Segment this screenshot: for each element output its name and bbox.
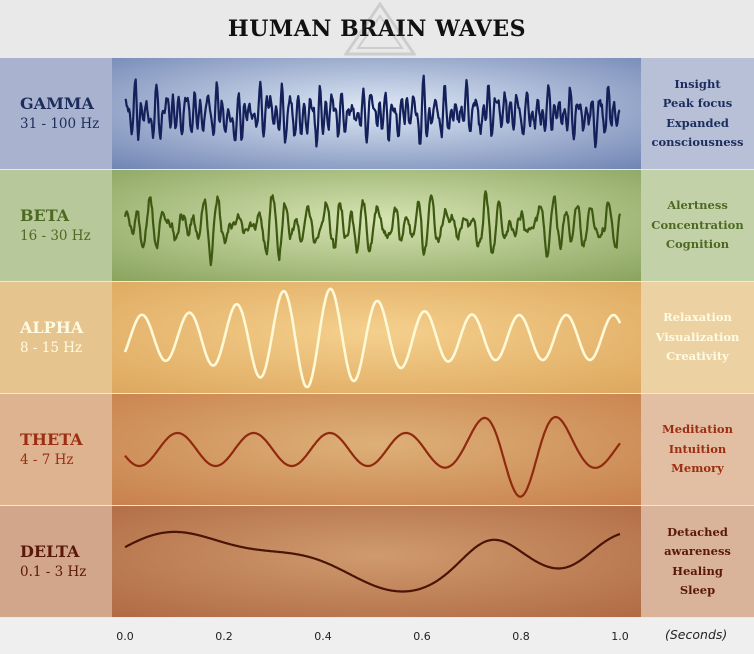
waveform-line xyxy=(124,74,621,149)
wave-svg xyxy=(112,58,641,169)
wave-name: ALPHA xyxy=(20,317,84,337)
wave-plot-alpha xyxy=(112,282,641,393)
wave-label-panel: THETA 4 - 7 Hz xyxy=(0,394,112,505)
wave-row-alpha: ALPHA 8 - 15 Hz Relaxation Visualization… xyxy=(0,282,754,393)
wave-plot-gamma xyxy=(112,58,641,169)
axis-tick-label: 0.4 xyxy=(314,630,332,643)
wave-frequency: 31 - 100 Hz xyxy=(20,115,100,132)
wave-row-gamma: GAMMA 31 - 100 Hz Insight Peak focus Exp… xyxy=(0,58,754,169)
wave-name: THETA xyxy=(20,429,83,449)
axis-tick-label: 0.6 xyxy=(413,630,431,643)
description-line: awareness xyxy=(664,544,731,558)
wave-frequency: 8 - 15 Hz xyxy=(20,339,83,356)
wave-label-panel: ALPHA 8 - 15 Hz xyxy=(0,282,112,393)
axis-unit-label: (Seconds) xyxy=(665,627,728,642)
waveform-line xyxy=(123,190,622,267)
wave-frequency: 16 - 30 Hz xyxy=(20,227,91,244)
wave-band-background xyxy=(112,506,641,617)
description-line: consciousness xyxy=(651,135,744,149)
description-line: Insight xyxy=(674,76,721,91)
description-line: Healing xyxy=(672,563,723,578)
wave-row-delta: DELTA 0.1 - 3 Hz Detached awareness Heal… xyxy=(0,506,754,617)
pyramid-watermark-icon xyxy=(344,2,416,56)
wave-name: DELTA xyxy=(20,541,80,561)
description-line: Intuition xyxy=(668,441,727,456)
description-line: Sleep xyxy=(679,583,716,597)
time-axis: 0.0 0.2 0.4 0.6 0.8 1.0 (Seconds) xyxy=(0,618,754,654)
wave-label-panel: DELTA 0.1 - 3 Hz xyxy=(0,506,112,617)
wave-plot-theta xyxy=(112,394,641,505)
wave-label-panel: BETA 16 - 30 Hz xyxy=(0,170,112,281)
wave-row-theta: THETA 4 - 7 Hz Meditation Intuition Memo… xyxy=(0,394,754,505)
wave-band-background xyxy=(112,394,641,505)
wave-plot-beta xyxy=(112,170,641,281)
wave-band-background xyxy=(112,282,641,393)
wave-description-panel: Alertness Concentration Cognition xyxy=(641,170,754,281)
axis-tick-label: 0.0 xyxy=(116,630,134,643)
wave-description-panel: Detached awareness Healing Sleep xyxy=(641,506,754,617)
description-line: Visualization xyxy=(655,329,740,344)
wave-frequency: 0.1 - 3 Hz xyxy=(20,563,87,580)
page-title: HUMAN BRAIN WAVES xyxy=(227,16,527,42)
wave-row-beta: BETA 16 - 30 Hz Alertness Concentration … xyxy=(0,170,754,281)
wave-svg xyxy=(112,282,641,393)
description-line: Memory xyxy=(671,461,724,476)
wave-svg xyxy=(112,394,641,505)
axis-tick-label: 0.8 xyxy=(512,630,530,643)
description-line: Creativity xyxy=(666,349,729,364)
description-line: Expanded xyxy=(666,115,729,130)
description-line: Cognition xyxy=(665,237,730,252)
axis-tick-label: 0.2 xyxy=(215,630,233,643)
wave-description-panel: Insight Peak focus Expanded consciousnes… xyxy=(641,58,754,169)
waveform-line xyxy=(124,415,621,498)
wave-label-panel: GAMMA 31 - 100 Hz xyxy=(0,58,112,169)
wave-svg xyxy=(112,506,641,617)
description-line: Concentration xyxy=(651,217,744,232)
wave-name: GAMMA xyxy=(20,93,94,113)
wave-plot-delta xyxy=(112,506,641,617)
description-line: Alertness xyxy=(667,198,728,213)
description-line: Meditation xyxy=(662,422,733,437)
wave-svg xyxy=(112,170,641,281)
description-line: Relaxation xyxy=(663,310,732,325)
description-line: Detached xyxy=(667,524,728,539)
waveform-line xyxy=(124,530,621,593)
waveform-line xyxy=(123,287,622,389)
description-line: Peak focus xyxy=(662,96,733,110)
wave-description-panel: Relaxation Visualization Creativity xyxy=(641,282,754,393)
wave-name: BETA xyxy=(20,205,70,225)
axis-tick-label: 1.0 xyxy=(611,630,629,643)
wave-frequency: 4 - 7 Hz xyxy=(20,451,74,468)
wave-description-panel: Meditation Intuition Memory xyxy=(641,394,754,505)
